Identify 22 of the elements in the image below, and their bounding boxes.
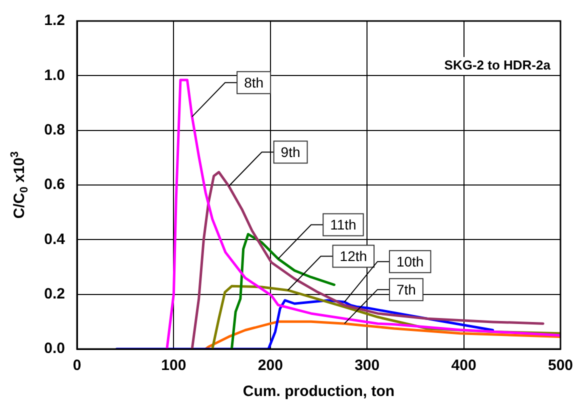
x-tick-label: 0 — [72, 357, 82, 374]
y-tick-label: 1.2 — [44, 12, 65, 30]
y-tick-label: 1.0 — [44, 66, 65, 84]
y-tick-label: 0.0 — [44, 340, 65, 358]
x-axis-title: Cum. production, ton — [242, 383, 395, 400]
y-tick-label: 0.4 — [44, 230, 66, 248]
y-tick-label: 0.2 — [44, 285, 65, 302]
y-tick-label: 0.8 — [44, 121, 65, 138]
annotation: SKG-2 to HDR-2a — [444, 58, 552, 73]
annotation: 7th — [396, 281, 416, 298]
annotation: 11th — [330, 216, 356, 233]
y-axis-title: C/C0 x103 — [8, 151, 31, 219]
x-tick-label: 500 — [548, 357, 573, 374]
y-tick-label: 0.6 — [44, 176, 65, 194]
x-tick-label: 200 — [258, 357, 283, 374]
annotation: 8th — [244, 74, 264, 91]
x-tick-label: 100 — [161, 357, 186, 374]
x-tick-label: 300 — [354, 357, 380, 374]
annotation: 12th — [340, 248, 368, 264]
x-tick-label: 400 — [451, 357, 476, 374]
annotation: 9th — [280, 144, 300, 160]
annotation: 10th — [396, 253, 424, 270]
